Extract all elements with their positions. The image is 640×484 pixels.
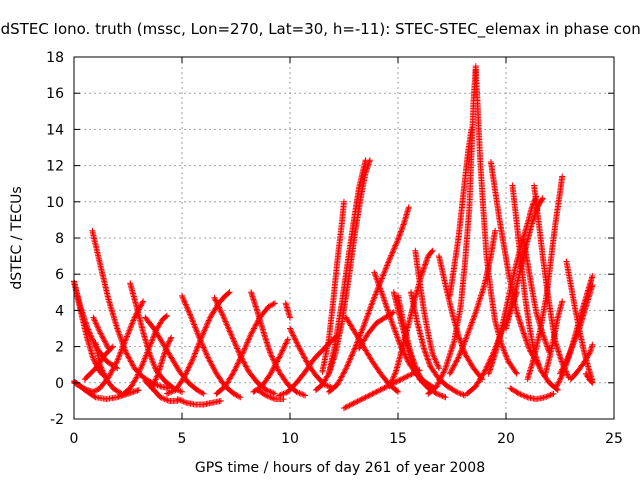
data-arc [174, 396, 224, 408]
data-arc-markers [341, 367, 423, 412]
data-arc-markers [325, 157, 369, 377]
data-arc [541, 298, 566, 379]
x-tick-label: 5 [178, 431, 187, 447]
y-tick-label: 4 [55, 303, 64, 319]
data-arc [395, 292, 436, 393]
data-arc-markers [485, 193, 540, 377]
y-tick-label: 10 [46, 195, 64, 211]
data-arc-markers [436, 253, 486, 383]
data-arc-markers [250, 336, 291, 395]
data-arc [250, 336, 291, 395]
data-arc [163, 289, 233, 397]
data-arc [472, 66, 520, 377]
data-arc [90, 314, 112, 352]
y-tick-label: 6 [55, 267, 64, 283]
tick-layer: 0 5 10 15 20 25 -2 0 2 4 6 8 10 12 14 16 18 [46, 50, 623, 447]
data-arc [520, 235, 553, 355]
data-arc [142, 378, 181, 404]
data-arc-markers [582, 370, 596, 386]
x-tick-label: 15 [389, 431, 407, 447]
x-tick-label: 10 [281, 431, 299, 447]
x-tick-label: 25 [605, 431, 623, 447]
chart-title: dSTEC Iono. truth (mssc, Lon=270, Lat=30… [1, 20, 640, 39]
data-arc [319, 198, 347, 375]
y-tick-label: -2 [50, 412, 64, 428]
y-axis-label: dSTEC / TECUs [9, 186, 25, 289]
data-arc-markers [282, 300, 293, 321]
data-arc [248, 289, 309, 399]
data-arc-markers [472, 66, 520, 377]
y-tick-label: 2 [55, 340, 64, 356]
data-arc-markers [325, 204, 412, 395]
data-arc [524, 173, 566, 383]
data-arc-markers [412, 247, 442, 372]
data-arc [485, 193, 540, 377]
y-tick-label: 18 [46, 50, 64, 66]
data-arc-markers [541, 298, 566, 379]
data-arc-markers [395, 292, 436, 393]
x-tick-label: 0 [70, 431, 79, 447]
data-arc [287, 325, 337, 392]
data-arc-markers [142, 314, 207, 397]
data-arc [282, 300, 293, 321]
data-arc-markers [446, 227, 499, 377]
data-arc [325, 157, 369, 377]
data-arc-markers [524, 173, 566, 383]
y-tick-label: 12 [46, 159, 64, 175]
data-arc [89, 227, 172, 392]
data-arc [507, 385, 557, 403]
data-arc [567, 341, 596, 383]
data-arc-markers [89, 227, 172, 392]
data-arc [341, 367, 423, 412]
data-arc [254, 387, 287, 403]
y-tick-label: 8 [55, 231, 64, 247]
data-layer [71, 63, 596, 412]
data-arc [557, 282, 596, 377]
data-arc-markers [557, 282, 596, 377]
y-tick-label: 0 [55, 376, 64, 392]
data-arc [325, 204, 412, 395]
data-arc [582, 370, 596, 386]
y-tick-label: 16 [46, 86, 64, 102]
data-arc-markers [174, 396, 224, 408]
data-arc-markers [248, 289, 309, 399]
data-arc [446, 126, 475, 299]
data-arc-markers [507, 385, 557, 403]
data-arc-markers [90, 314, 112, 352]
data-arc-markers [408, 289, 468, 399]
data-arc [436, 253, 486, 383]
data-arc [142, 314, 207, 397]
data-arc-markers [81, 343, 116, 383]
data-arc-markers [520, 235, 553, 355]
data-arc [446, 227, 499, 377]
data-arc-markers [446, 126, 475, 299]
data-arc-markers [179, 292, 244, 401]
x-axis-label: GPS time / hours of day 261 of year 2008 [195, 460, 485, 476]
data-arc-markers [254, 387, 287, 403]
data-arc [408, 289, 468, 399]
data-arc-markers [567, 341, 596, 383]
data-arc-markers [319, 198, 347, 375]
data-arc [179, 292, 244, 401]
data-arc-markers [287, 325, 337, 392]
data-arc [81, 343, 116, 383]
data-arc-markers [163, 289, 233, 397]
data-arc-markers [142, 378, 181, 404]
x-tick-label: 20 [497, 431, 515, 447]
y-tick-label: 14 [46, 122, 64, 138]
data-arc [412, 247, 442, 372]
